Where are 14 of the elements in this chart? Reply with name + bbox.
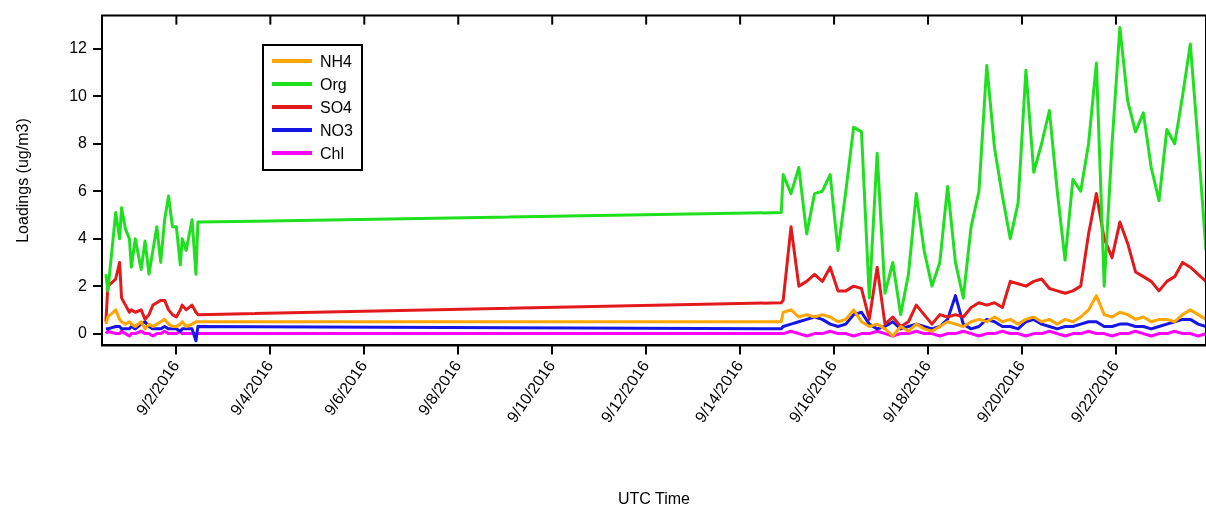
legend-label: NH4 bbox=[319, 51, 352, 72]
legend-label: NO3 bbox=[319, 120, 353, 141]
y-tick-label: 2 bbox=[78, 276, 88, 294]
y-tick-label: 12 bbox=[69, 39, 88, 57]
y-tick-label: 4 bbox=[78, 229, 88, 247]
legend-label: Chl bbox=[319, 143, 344, 164]
legend-label: Org bbox=[319, 74, 347, 95]
x-axis-title: UTC Time bbox=[618, 489, 691, 507]
y-tick-label: 8 bbox=[78, 134, 88, 152]
y-axis-title: Loadings (ug/m3) bbox=[14, 118, 32, 243]
y-tick-label: 6 bbox=[78, 181, 88, 199]
legend-label: SO4 bbox=[319, 97, 352, 118]
y-tick-label: 10 bbox=[69, 86, 88, 104]
y-tick-label: 0 bbox=[78, 324, 88, 342]
